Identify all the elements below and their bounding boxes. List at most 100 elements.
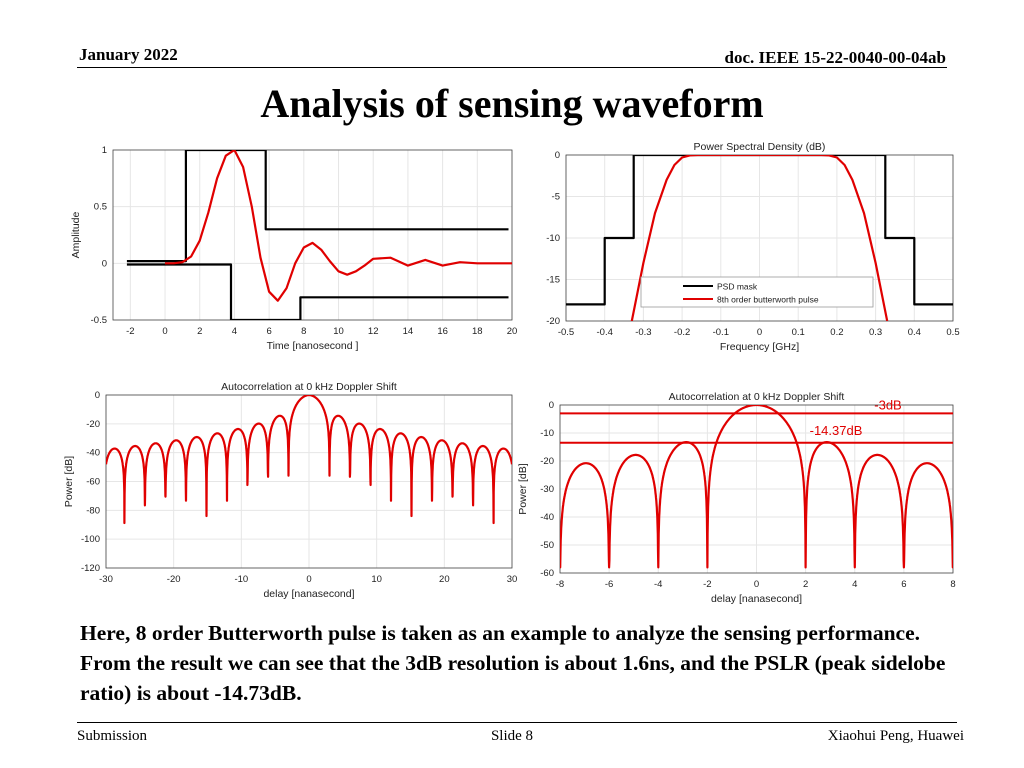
y-tick-label: 0 xyxy=(95,390,100,401)
x-tick-label: 8 xyxy=(301,326,306,337)
x-tick-label: 0.2 xyxy=(830,327,843,338)
x-tick-label: 0 xyxy=(162,326,167,337)
y-tick-label: -60 xyxy=(540,568,554,579)
y-tick-label: -15 xyxy=(546,275,560,286)
chart-3: -30 -20 -10 0 10 20 30-120-100-80-60-40-200Aut… xyxy=(63,381,517,600)
chart-2: -0.5 -0.4 -0.3 -0.2 -0.1 0 0.1 0.2 0.3 0.4 0.5 -20 -… xyxy=(546,141,959,353)
y-tick-label: -80 xyxy=(86,505,100,516)
y-tick-label: 0 xyxy=(555,150,560,161)
x-tick-label: -0.2 xyxy=(674,327,690,338)
x-tick-label: 0.5 xyxy=(946,327,959,338)
x-tick-label: -8 xyxy=(556,579,564,590)
x-tick-label: 0.3 xyxy=(869,327,882,338)
legend-entry: 8th order butterworth pulse xyxy=(717,295,819,305)
x-tick-label: 4 xyxy=(232,326,237,337)
slide-title: Analysis of sensing waveform xyxy=(260,81,764,126)
legend-box xyxy=(640,276,874,308)
y-tick-label: -30 xyxy=(540,484,554,495)
slide-date: January 2022 xyxy=(79,45,178,64)
x-tick-label: 10 xyxy=(333,326,344,337)
x-tick-label: -4 xyxy=(654,579,662,590)
chart-title: Autocorrelation at 0 kHz Doppler Shift xyxy=(669,391,845,403)
y-tick-label: -0.5 xyxy=(91,315,107,326)
x-tick-label: 0.1 xyxy=(792,327,805,338)
body-text: Here, 8 order Butterworth pulse is taken… xyxy=(80,621,946,705)
x-axis-label: delay [nanasecond] xyxy=(711,593,802,605)
x-tick-label: 0 xyxy=(757,327,762,338)
y-tick-label: -10 xyxy=(546,233,560,244)
x-tick-label: -30 xyxy=(99,574,113,585)
y-tick-label: -100 xyxy=(81,534,100,545)
x-tick-label: 0 xyxy=(306,574,311,585)
footer-rule xyxy=(77,722,957,723)
x-tick-label: 0.4 xyxy=(908,327,921,338)
annotation-psl: -14.37dB xyxy=(810,423,863,438)
chart-1: -2 0 2 4 6 8 10 12 14 16 18 20 -0.5 0 0.5 1 Time [nanose… xyxy=(70,145,517,352)
x-tick-label: 6 xyxy=(266,326,271,337)
footer-author: Xiaohui Peng, Huawei xyxy=(827,728,964,744)
x-tick-label: -10 xyxy=(234,574,248,585)
x-tick-label: -0.5 xyxy=(558,327,574,338)
y-tick-label: -40 xyxy=(86,448,100,459)
plot-area xyxy=(106,395,512,525)
series-line-1 xyxy=(126,150,509,263)
chart-title: Autocorrelation at 0 kHz Doppler Shift xyxy=(221,381,397,393)
x-tick-label: 18 xyxy=(472,326,483,337)
y-tick-label: 0 xyxy=(102,258,107,269)
plot-area xyxy=(566,155,953,321)
y-tick-label: -20 xyxy=(540,456,554,467)
x-tick-label: 0 xyxy=(754,579,759,590)
doc-id: doc. IEEE 15-22-0040-00-04ab xyxy=(724,48,946,67)
plot-frame xyxy=(112,149,513,321)
x-axis-label: delay [nanasecond] xyxy=(263,588,354,600)
series-line-1 xyxy=(560,405,953,569)
x-tick-label: 12 xyxy=(368,326,379,337)
x-tick-label: 6 xyxy=(901,579,906,590)
y-tick-label: -40 xyxy=(540,512,554,523)
legend-entry: PSD mask xyxy=(717,282,758,292)
x-tick-label: 14 xyxy=(403,326,414,337)
series-line-1 xyxy=(106,395,512,525)
x-tick-label: 20 xyxy=(439,574,450,585)
x-tick-label: -0.3 xyxy=(635,327,651,338)
x-tick-label: -20 xyxy=(167,574,181,585)
chart-title: Power Spectral Density (dB) xyxy=(694,141,826,153)
y-tick-label: -20 xyxy=(546,316,560,327)
annotation-3db: -3dB xyxy=(874,397,901,412)
y-axis-label: Amplitude xyxy=(70,212,82,259)
y-tick-label: -20 xyxy=(86,419,100,430)
y-tick-label: -120 xyxy=(81,563,100,574)
footer-slide-number: Slide 8 xyxy=(490,728,534,744)
x-tick-label: 4 xyxy=(852,579,857,590)
y-axis-label: Power [dB] xyxy=(517,463,529,514)
x-axis-label: Frequency [GHz] xyxy=(720,341,799,353)
series-line-1 xyxy=(566,155,953,306)
x-tick-label: 16 xyxy=(437,326,448,337)
y-axis-label: Power [dB] xyxy=(63,456,75,507)
series-line-2 xyxy=(126,263,509,320)
x-tick-label: -0.4 xyxy=(597,327,613,338)
y-tick-label: -50 xyxy=(540,540,554,551)
x-tick-label: 10 xyxy=(371,574,382,585)
series-line-3 xyxy=(165,150,512,302)
plot-area xyxy=(560,405,953,569)
y-tick-label: 1 xyxy=(102,145,107,156)
x-tick-label: -2 xyxy=(703,579,711,590)
y-tick-label: 0.5 xyxy=(94,202,107,213)
x-tick-label: -2 xyxy=(126,326,134,337)
header-rule xyxy=(77,67,947,68)
x-tick-label: 8 xyxy=(950,579,955,590)
series-line-2 xyxy=(630,155,889,321)
y-tick-label: -10 xyxy=(540,428,554,439)
x-tick-label: -6 xyxy=(605,579,613,590)
chart-4: -8 -6 -4 -2 0 2 4 6 8-60-50-40-30-20-100Autocorr… xyxy=(517,391,956,605)
x-tick-label: -0.1 xyxy=(713,327,729,338)
plot-area xyxy=(126,150,512,320)
y-tick-label: -60 xyxy=(86,477,100,488)
footer-submission: Submission xyxy=(77,728,148,744)
x-tick-label: 2 xyxy=(197,326,202,337)
x-tick-label: 30 xyxy=(507,574,518,585)
y-tick-label: 0 xyxy=(549,400,554,411)
x-axis-label: Time [nanosecond ] xyxy=(267,340,359,352)
